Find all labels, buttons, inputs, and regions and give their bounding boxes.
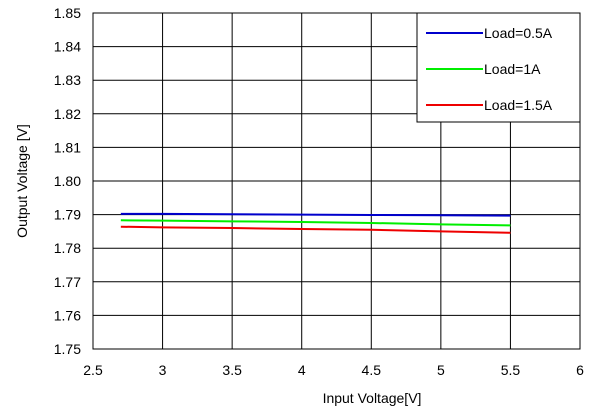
y-tick-label: 1.79 bbox=[54, 207, 81, 223]
x-tick-label: 3 bbox=[159, 362, 167, 378]
series-line bbox=[120, 212, 511, 217]
y-tick-label: 1.80 bbox=[54, 173, 81, 189]
y-tick-label: 1.84 bbox=[54, 39, 81, 55]
x-tick-label: 3.5 bbox=[222, 362, 242, 378]
y-tick-label: 1.77 bbox=[54, 274, 81, 290]
legend-box bbox=[416, 12, 581, 123]
legend: Load=0.5A Load=1A Load=1.5A bbox=[416, 12, 581, 123]
x-tick-label: 5 bbox=[437, 362, 445, 378]
legend-label: Load=0.5A bbox=[484, 25, 553, 41]
x-tick-label: 4.5 bbox=[362, 362, 382, 378]
series-line bbox=[120, 219, 511, 227]
x-axis-ticks: 2.5 3 3.5 4 4.5 5 5.5 6 bbox=[83, 362, 584, 378]
x-tick-label: 2.5 bbox=[83, 362, 103, 378]
y-tick-label: 1.75 bbox=[54, 341, 81, 357]
plot-area-border bbox=[92, 12, 581, 350]
y-tick-label: 1.82 bbox=[54, 106, 81, 122]
y-tick-label: 1.83 bbox=[54, 72, 81, 88]
x-axis-label: Input Voltage[V] bbox=[323, 390, 422, 406]
legend-label: Load=1.5A bbox=[484, 97, 553, 113]
y-tick-label: 1.85 bbox=[54, 5, 81, 21]
y-axis-label: Output Voltage [V] bbox=[14, 124, 30, 238]
y-axis-ticks: 1.75 1.76 1.77 1.78 1.79 1.80 1.81 1.82 1.83 1.84… bbox=[54, 5, 81, 357]
x-tick-label: 6 bbox=[576, 362, 584, 378]
series-line bbox=[120, 225, 511, 234]
y-tick-label: 1.81 bbox=[54, 139, 81, 155]
x-tick-label: 5.5 bbox=[501, 362, 521, 378]
y-tick-label: 1.76 bbox=[54, 307, 81, 323]
legend-label: Load=1A bbox=[484, 61, 541, 77]
x-tick-label: 4 bbox=[298, 362, 306, 378]
series-lines bbox=[120, 212, 511, 234]
y-tick-label: 1.78 bbox=[54, 240, 81, 256]
